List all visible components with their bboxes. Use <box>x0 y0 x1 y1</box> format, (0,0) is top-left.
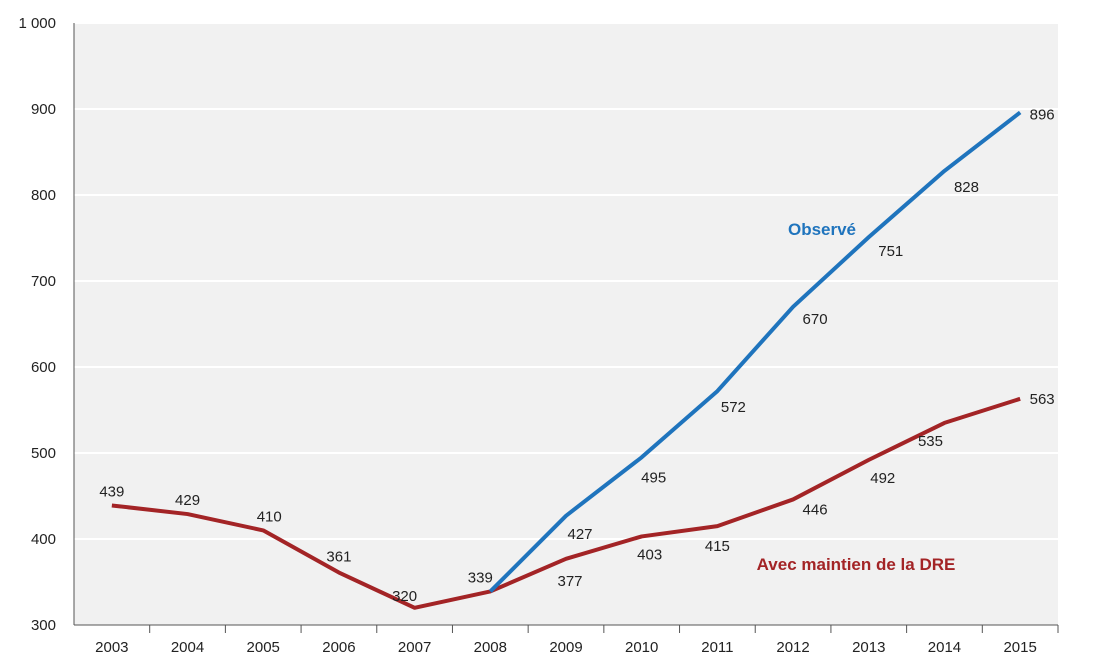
series-name-dre: Avec maintien de la DRE <box>757 555 956 574</box>
data-label: 828 <box>954 179 979 196</box>
data-label: 427 <box>567 526 592 543</box>
y-tick-label: 500 <box>31 445 56 462</box>
data-label: 439 <box>99 483 124 500</box>
y-tick-label: 300 <box>31 617 56 634</box>
y-tick-label: 1 000 <box>18 15 56 32</box>
data-label: 751 <box>878 243 903 260</box>
y-tick-label: 700 <box>31 273 56 290</box>
x-tick-label: 2007 <box>398 639 431 656</box>
x-tick-label: 2008 <box>474 639 507 656</box>
data-label: 670 <box>803 311 828 328</box>
x-tick-label: 2015 <box>1003 639 1036 656</box>
x-tick-label: 2011 <box>701 639 733 656</box>
series-lines <box>111 110 1022 610</box>
data-label: 339 <box>468 569 493 586</box>
x-tick-label: 2003 <box>95 639 128 656</box>
data-label: 896 <box>1030 106 1055 123</box>
data-label: 535 <box>918 433 943 450</box>
data-label: 563 <box>1030 391 1055 408</box>
x-tick-label: 2010 <box>625 639 658 656</box>
y-tick-label: 800 <box>31 187 56 204</box>
x-tick-label: 2013 <box>852 639 885 656</box>
series-name-observe: Observé <box>788 220 856 239</box>
x-tick-label: 2009 <box>549 639 582 656</box>
plot-area <box>74 23 1058 625</box>
data-label: 572 <box>721 399 746 416</box>
y-tick-label: 900 <box>31 101 56 118</box>
grid-lines <box>74 22 1058 540</box>
data-label: 361 <box>326 549 351 566</box>
series-annotations: Observé Avec maintien de la DRE <box>757 220 956 574</box>
x-axis: 2003 2004 2005 2006 2007 2008 2009 2010 2011 2012… <box>74 624 1059 656</box>
data-label: 377 <box>557 573 582 590</box>
data-label: 415 <box>705 538 730 555</box>
x-tick-label: 2014 <box>928 639 961 656</box>
data-label: 320 <box>392 588 417 605</box>
data-labels: 439 429 410 361 320 339 377 403 415 446 492 535 563 4… <box>99 106 1054 604</box>
x-tick-label: 2005 <box>247 639 280 656</box>
x-tick-label: 2006 <box>322 639 355 656</box>
y-axis: 300 400 500 600 700 800 900 1 000 <box>18 15 75 634</box>
data-label: 410 <box>257 508 282 525</box>
x-tick-label: 2004 <box>171 639 204 656</box>
y-tick-label: 400 <box>31 531 56 548</box>
x-tick-label: 2012 <box>776 639 809 656</box>
series-line-1 <box>488 110 1022 593</box>
data-label: 492 <box>870 470 895 487</box>
data-label: 495 <box>641 469 666 486</box>
series-line-0 <box>111 396 1021 610</box>
data-label: 429 <box>175 492 200 509</box>
data-label: 446 <box>803 501 828 518</box>
y-tick-label: 600 <box>31 359 56 376</box>
data-label: 403 <box>637 546 662 563</box>
